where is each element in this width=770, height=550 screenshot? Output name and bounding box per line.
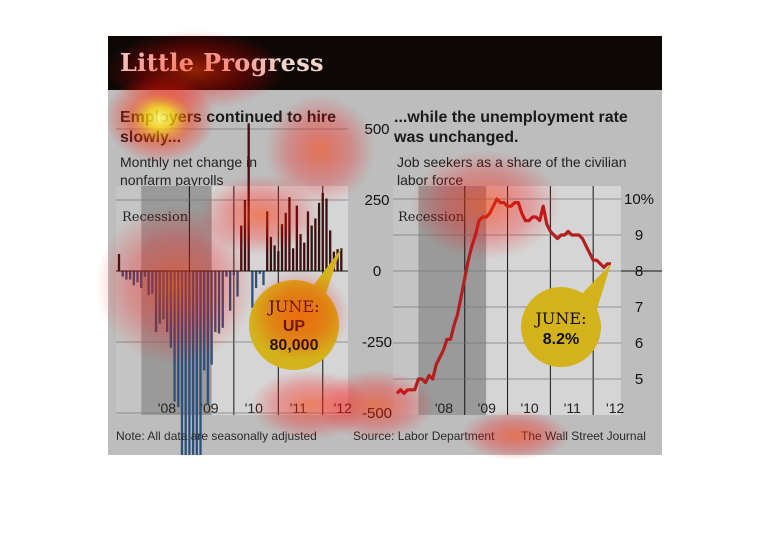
payroll-bar: [154, 271, 158, 333]
right-y-tick-label: 5: [635, 371, 643, 388]
payroll-bar: [151, 271, 154, 294]
payroll-bar: [117, 253, 121, 271]
right-recession-label: Recession: [398, 210, 465, 225]
right-x-tick-label: '11: [564, 400, 581, 416]
payroll-bar: [277, 251, 280, 271]
payroll-bar: [147, 271, 150, 296]
payroll-bar: [188, 271, 191, 455]
right-x-tick-label: '08: [435, 400, 453, 416]
payroll-bar: [158, 271, 161, 324]
payroll-bar: [303, 242, 306, 271]
footer-source: Source: Labor Department: [353, 429, 495, 443]
payroll-bar: [132, 271, 135, 286]
payroll-bar: [180, 271, 184, 455]
payroll-bar: [284, 212, 287, 271]
payroll-bar: [199, 271, 202, 455]
left-x-tick-label: '09: [200, 400, 218, 416]
payroll-bar: [325, 198, 328, 271]
payroll-bar: [217, 271, 221, 334]
payroll-bar: [243, 200, 247, 271]
payroll-bar: [266, 211, 269, 271]
left-y-tick-label: 250: [364, 192, 389, 209]
payroll-bar: [288, 197, 291, 271]
right-y-tick-label: 10%: [624, 191, 654, 208]
left-x-tick-label: '11: [290, 400, 307, 416]
payroll-bar: [240, 225, 243, 271]
payroll-bar: [273, 245, 276, 271]
payroll-bar: [162, 271, 165, 320]
footer-note: Note: All data are seasonally adjusted: [116, 429, 317, 443]
payroll-bar: [306, 211, 310, 271]
right-x-tick-label: '12: [606, 400, 624, 416]
payroll-bar: [173, 271, 176, 402]
payroll-bar: [143, 271, 147, 277]
payroll-bar: [336, 249, 339, 271]
right-x-tick-label: '09: [478, 400, 496, 416]
payroll-bar: [228, 271, 232, 311]
left-x-tick-label: '10: [245, 400, 263, 416]
footer-credit: The Wall Street Journal: [521, 429, 646, 443]
right-headline-line-1: ...while the unemployment rate: [394, 109, 628, 126]
payroll-bar: [169, 271, 173, 348]
payroll-bar: [203, 271, 206, 371]
left-subhead-line-2: nonfarm payrolls: [120, 172, 224, 188]
payroll-bar: [210, 271, 213, 365]
payroll-bar: [295, 205, 298, 271]
right-x-tick-label: '10: [520, 400, 538, 416]
payroll-bar: [236, 271, 239, 297]
payroll-bar: [128, 271, 132, 280]
left-y-tick-label: 500: [364, 121, 389, 138]
payroll-bar: [329, 230, 332, 271]
left-x-tick-label: '08: [158, 400, 176, 416]
payroll-bar: [314, 218, 317, 271]
payroll-bar: [280, 224, 284, 271]
payroll-bar: [221, 271, 224, 328]
payroll-bar: [291, 248, 295, 271]
payroll-bar: [125, 271, 128, 280]
right-callout-bubble: [521, 287, 601, 367]
payroll-bar: [206, 271, 210, 405]
left-y-tick-label: -250: [362, 334, 392, 351]
right-y-tick-label: 6: [635, 335, 643, 352]
payroll-bar: [195, 271, 198, 455]
left-y-tick-label: -500: [362, 405, 392, 422]
right-y-tick-label: 9: [635, 227, 643, 244]
payroll-bar: [269, 236, 273, 271]
right-headline-line-2: was unchanged.: [394, 129, 519, 146]
payroll-bar: [140, 271, 143, 289]
payroll-bar: [166, 271, 169, 333]
payroll-bar: [177, 271, 180, 408]
payroll-bar: [191, 271, 195, 455]
left-x-tick-label: '12: [334, 400, 352, 416]
left-callout-line-2: UP: [283, 318, 306, 335]
right-y-tick-label: 7: [635, 299, 643, 316]
chart-card: Little Progress Employers continued to h…: [108, 36, 662, 455]
payroll-bar: [310, 225, 313, 271]
payroll-bar: [232, 271, 236, 276]
payroll-bar: [136, 271, 139, 283]
right-callout-line-2: 8.2%: [543, 331, 579, 348]
payroll-bar: [340, 248, 343, 271]
left-recession-label: Recession: [122, 210, 189, 225]
charts-canvas: Recession'08'09'10'11'125002500-250-500-…: [116, 121, 662, 455]
payroll-bar: [251, 271, 254, 308]
payroll-bar: [262, 271, 265, 286]
payroll-bar: [184, 271, 187, 455]
payroll-bar: [254, 271, 258, 289]
left-callout-line-1: JUNE:: [267, 297, 320, 316]
right-callout-line-1: JUNE:: [534, 309, 587, 328]
payroll-bar: [321, 192, 324, 271]
payroll-bar: [214, 271, 217, 333]
payroll-bar: [317, 202, 321, 271]
payroll-bar: [299, 234, 302, 271]
left-y-tick-label: 0: [373, 263, 381, 280]
payroll-bar: [121, 271, 124, 277]
left-callout-line-3: 80,000: [270, 337, 319, 354]
payroll-bar: [225, 271, 228, 277]
payroll-bar: [247, 123, 250, 271]
